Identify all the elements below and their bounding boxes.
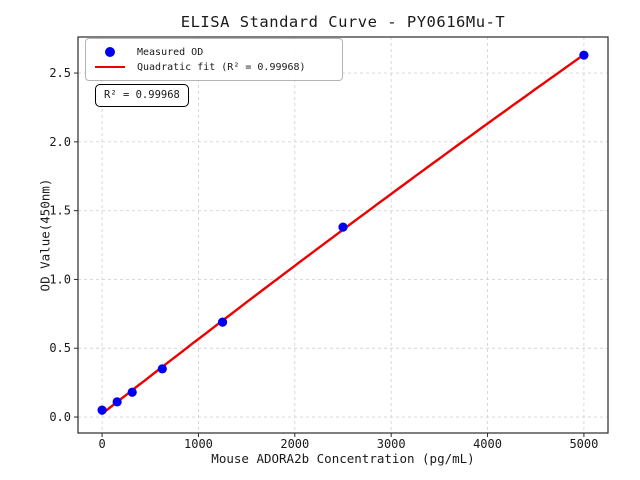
data-point [217,317,228,327]
x-tick-label: 4000 [473,437,502,451]
x-tick-label: 2000 [280,437,309,451]
data-point [112,397,122,407]
quadratic-fit-line [100,53,586,415]
x-tick-label: 0 [98,437,105,451]
y-tick-label: 2.0 [49,135,71,149]
chart-title: ELISA Standard Curve - PY0616Mu-T [180,13,506,31]
plot-border [77,36,609,434]
y-tick-label: 0.5 [49,341,71,355]
data-point [127,387,137,397]
data-point [97,405,107,415]
r-squared-annotation: R² = 0.99968 [95,84,189,107]
legend-label-measured-od: Measured OD [137,46,204,58]
y-tick-label: 1.5 [49,204,71,218]
x-axis-label: Mouse ADORA2b Concentration (pg/mL) [211,451,475,466]
x-tick-label: 5000 [569,437,598,451]
data-point [579,50,589,60]
y-tick-label: 2.5 [49,66,71,80]
scatter-marker-icon [105,47,115,57]
data-point [157,364,167,374]
y-tick-label: 1.0 [49,272,71,286]
legend-label-quadratic-fit: Quadratic fit (R² = 0.99968) [137,61,306,73]
x-tick-label: 1000 [184,437,213,451]
legend-item-measured-od: Measured OD [95,45,336,59]
data-point [338,222,348,232]
legend-line-handle [95,65,125,69]
y-axis-label: OD Value(450nm) [37,178,53,292]
legend-item-quadratic-fit: Quadratic fit (R² = 0.99968) [95,60,336,74]
legend: Measured OD Quadratic fit (R² = 0.99968) [85,38,343,81]
x-tick-label: 3000 [377,437,406,451]
fit-line-icon [95,65,125,69]
y-tick-label: 0.0 [49,410,71,424]
legend-marker-handle [95,47,125,57]
